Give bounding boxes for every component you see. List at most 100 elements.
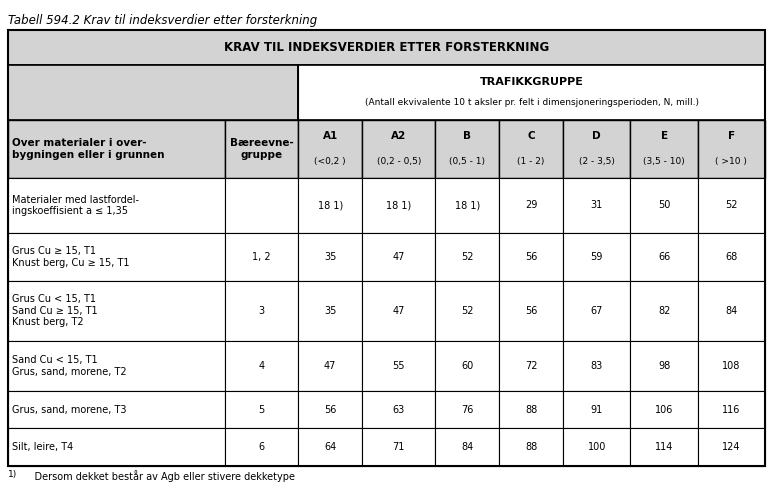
Text: C: C	[527, 132, 535, 141]
Text: (<0,2 ): (<0,2 )	[315, 157, 346, 166]
Bar	[298, 428, 362, 466]
Bar	[564, 233, 631, 281]
Text: 47: 47	[324, 361, 336, 371]
Text: 18 1): 18 1)	[386, 201, 411, 210]
Bar	[698, 391, 765, 428]
Bar	[362, 178, 435, 233]
Text: (0,5 - 1): (0,5 - 1)	[449, 157, 485, 166]
Bar	[362, 391, 435, 428]
Bar	[564, 428, 631, 466]
Bar	[564, 391, 631, 428]
Text: 5: 5	[258, 405, 264, 415]
Text: 63: 63	[393, 405, 405, 415]
Bar	[499, 428, 564, 466]
Bar	[435, 428, 499, 466]
Text: E: E	[660, 132, 668, 141]
Bar	[499, 233, 564, 281]
Bar	[362, 428, 435, 466]
Text: D: D	[592, 132, 601, 141]
Text: (Antall ekvivalente 10 t aksler pr. felt i dimensjoneringsperioden, N, mill.): (Antall ekvivalente 10 t aksler pr. felt…	[365, 98, 699, 107]
Bar	[698, 233, 765, 281]
Text: 100: 100	[587, 442, 606, 452]
Text: 108: 108	[722, 361, 741, 371]
Bar	[298, 391, 362, 428]
Text: 31: 31	[591, 201, 603, 210]
Text: 106: 106	[655, 405, 673, 415]
Text: 88: 88	[525, 405, 537, 415]
Text: 88: 88	[525, 442, 537, 452]
Text: 52: 52	[461, 252, 474, 262]
Bar	[631, 428, 698, 466]
Text: (2 - 3,5): (2 - 3,5)	[579, 157, 615, 166]
Bar	[435, 120, 499, 178]
Text: A1: A1	[322, 132, 338, 141]
Text: 56: 56	[324, 405, 336, 415]
Text: 68: 68	[725, 252, 737, 262]
Text: F: F	[728, 132, 735, 141]
Bar	[8, 178, 225, 233]
Text: 56: 56	[525, 252, 537, 262]
Bar	[631, 281, 698, 341]
Bar	[8, 233, 225, 281]
Text: 3: 3	[258, 305, 264, 316]
Bar	[8, 281, 225, 341]
Bar	[499, 391, 564, 428]
Text: 52: 52	[725, 201, 737, 210]
Text: Tabell 594.2 Krav til indeksverdier etter forsterkning: Tabell 594.2 Krav til indeksverdier ette…	[8, 14, 317, 27]
Text: 50: 50	[658, 201, 670, 210]
Text: Silt, leire, T4: Silt, leire, T4	[12, 442, 73, 452]
Bar	[698, 281, 765, 341]
Bar	[8, 30, 765, 466]
Bar	[435, 391, 499, 428]
Bar	[698, 178, 765, 233]
Text: Dersom dekket består av Agb eller stivere dekketype: Dersom dekket består av Agb eller stiver…	[22, 470, 295, 482]
Text: 18 1): 18 1)	[455, 201, 480, 210]
Bar	[298, 178, 362, 233]
Bar	[225, 120, 298, 178]
Bar	[631, 233, 698, 281]
Bar	[499, 281, 564, 341]
Text: 83: 83	[591, 361, 603, 371]
Text: Sand Cu < 15, T1
Grus, sand, morene, T2: Sand Cu < 15, T1 Grus, sand, morene, T2	[12, 355, 127, 376]
Bar	[435, 341, 499, 391]
Bar	[564, 178, 631, 233]
Bar	[362, 341, 435, 391]
Text: (1 - 2): (1 - 2)	[517, 157, 545, 166]
Text: 124: 124	[722, 442, 741, 452]
Bar	[499, 341, 564, 391]
Text: 91: 91	[591, 405, 603, 415]
Text: 56: 56	[525, 305, 537, 316]
Bar	[631, 178, 698, 233]
Text: 47: 47	[393, 252, 405, 262]
Bar	[8, 391, 225, 428]
Text: Grus Cu < 15, T1
Sand Cu ≥ 15, T1
Knust berg, T2: Grus Cu < 15, T1 Sand Cu ≥ 15, T1 Knust …	[12, 294, 97, 327]
Bar	[225, 428, 298, 466]
Bar	[362, 281, 435, 341]
Bar	[435, 281, 499, 341]
Text: 76: 76	[461, 405, 473, 415]
Text: 114: 114	[655, 442, 673, 452]
Text: 116: 116	[722, 405, 741, 415]
Bar	[8, 428, 225, 466]
Bar	[499, 178, 564, 233]
Bar	[298, 341, 362, 391]
Text: (3,5 - 10): (3,5 - 10)	[643, 157, 685, 166]
Text: 35: 35	[324, 305, 336, 316]
Text: 35: 35	[324, 252, 336, 262]
Bar	[8, 341, 225, 391]
Text: 4: 4	[258, 361, 264, 371]
Bar	[225, 233, 298, 281]
Text: (0,2 - 0,5): (0,2 - 0,5)	[376, 157, 421, 166]
Bar	[698, 428, 765, 466]
Bar	[225, 281, 298, 341]
Text: 60: 60	[461, 361, 473, 371]
Bar	[225, 178, 298, 233]
Bar	[8, 30, 765, 65]
Bar	[8, 65, 298, 120]
Bar	[298, 120, 362, 178]
Text: 84: 84	[461, 442, 473, 452]
Bar	[564, 341, 631, 391]
Bar	[499, 120, 564, 178]
Bar	[435, 178, 499, 233]
Text: 47: 47	[393, 305, 405, 316]
